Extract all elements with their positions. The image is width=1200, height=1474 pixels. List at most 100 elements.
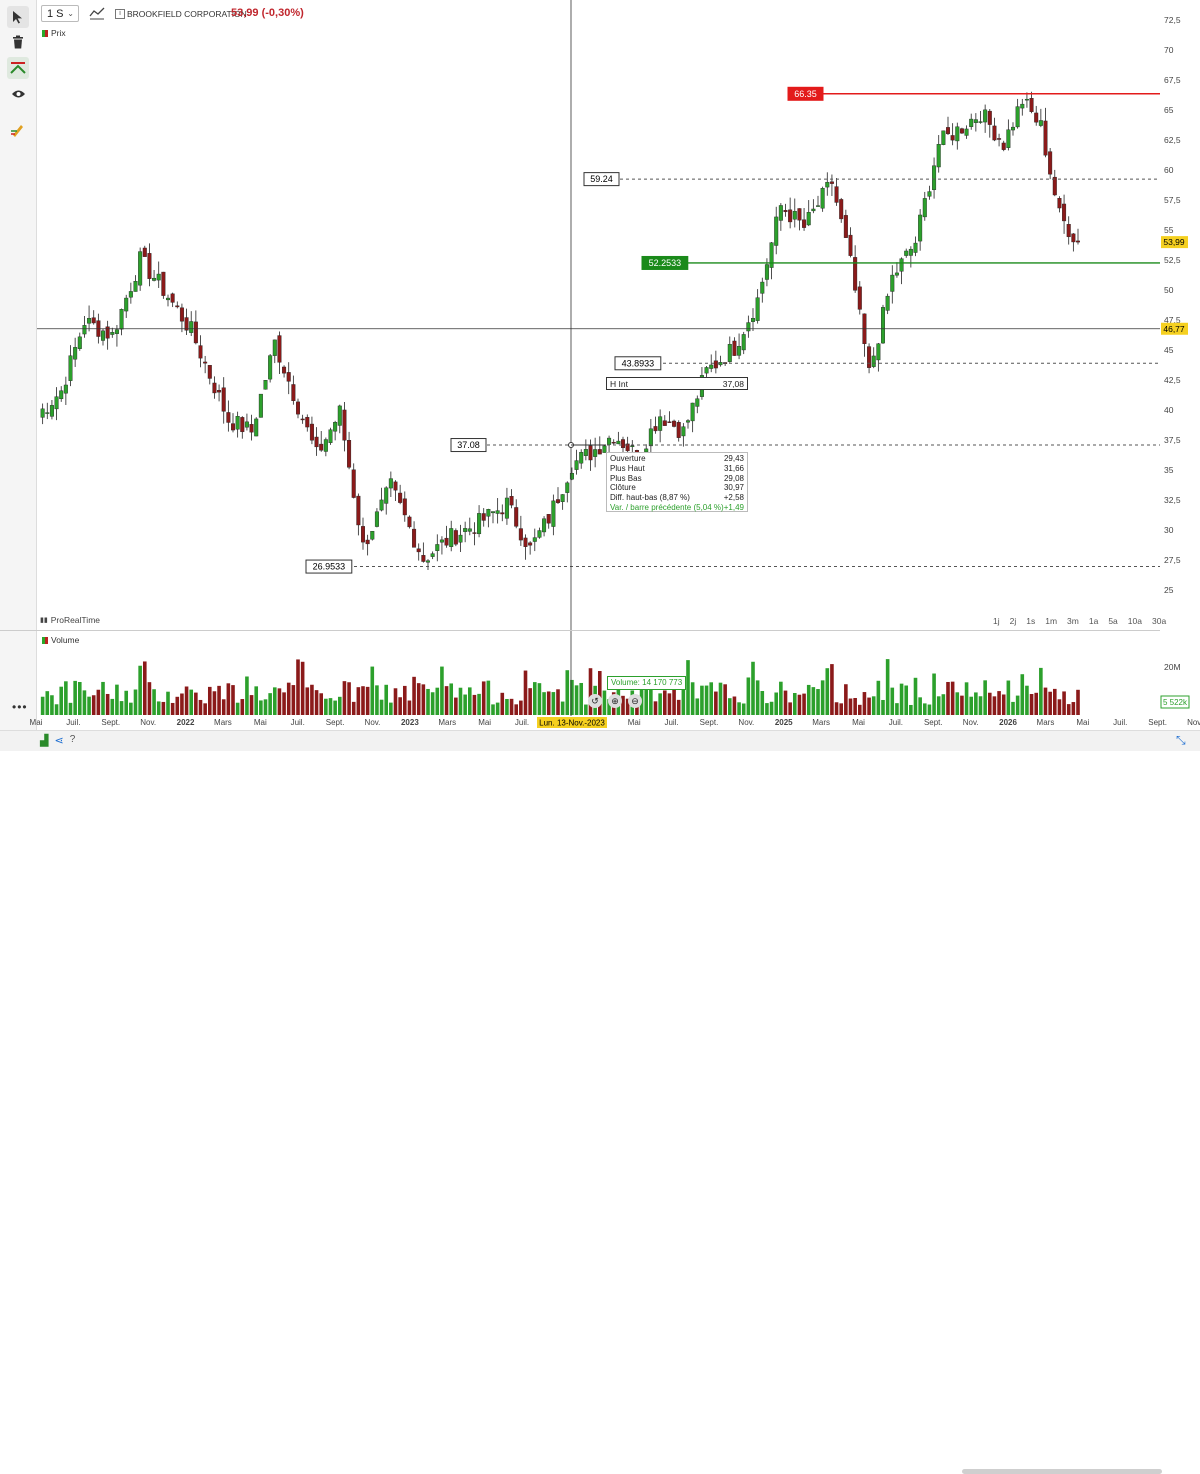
x-tick-label: Juil. <box>889 718 903 727</box>
candle-body <box>467 528 472 532</box>
trash-icon[interactable] <box>7 31 29 53</box>
candle-body <box>1015 106 1020 128</box>
indicator-icon[interactable]: ▟ <box>40 735 49 747</box>
candle-body <box>616 440 621 445</box>
cursor-icon[interactable] <box>7 6 29 28</box>
candle-body <box>217 390 222 393</box>
volume-bar <box>272 687 277 715</box>
candle-body <box>73 347 78 360</box>
period-button-3m[interactable]: 3m <box>1067 616 1079 626</box>
candle-body <box>843 215 848 238</box>
candle-body <box>1034 112 1039 123</box>
volume-bar <box>644 686 649 715</box>
volume-tag: Volume: 14 170 773 <box>607 676 687 690</box>
volume-bar <box>324 698 328 715</box>
info-icon[interactable]: i <box>115 9 125 19</box>
volume-bar <box>862 692 867 715</box>
volume-bar <box>486 680 491 715</box>
candle-body <box>741 334 746 351</box>
period-button-5a[interactable]: 5a <box>1108 616 1118 626</box>
period-button-10a[interactable]: 10a <box>1127 616 1142 626</box>
x-tick-label: Nov. <box>1187 718 1200 727</box>
x-tick-label: Juil. <box>291 718 305 727</box>
volume-bar <box>449 683 454 715</box>
candle-body <box>918 214 923 242</box>
period-button-1s[interactable]: 1s <box>1026 616 1036 626</box>
more-icon[interactable]: ••• <box>12 700 28 714</box>
volume-bar <box>198 699 203 715</box>
horizontal-scrollbar[interactable] <box>962 1469 1162 1474</box>
period-button-1m[interactable]: 1m <box>1045 616 1058 626</box>
price-chart[interactable]: 66.35 59.24 52.2533 43.8933 37.08 26.9533 25 2… <box>0 0 1200 750</box>
volume-bar <box>1066 704 1071 715</box>
volume-bar <box>142 661 147 715</box>
candle-body <box>788 209 793 223</box>
volume-bar <box>588 668 593 715</box>
candle-body <box>532 537 537 542</box>
timeframe-select[interactable]: 1 S ⌄ <box>41 5 79 22</box>
volume-bar <box>690 682 695 715</box>
period-button-1a[interactable]: 1a <box>1088 616 1099 626</box>
x-tick-label: 2022 <box>177 718 195 727</box>
candle-body <box>342 409 347 441</box>
candle-body <box>45 412 50 414</box>
help-icon[interactable]: ? <box>69 734 76 745</box>
volume-bar <box>871 696 876 715</box>
ohlc-label: Diff. haut-bas (8,87 %) <box>610 493 690 503</box>
candle-body <box>54 396 59 410</box>
eye-icon[interactable] <box>7 83 29 105</box>
panel-divider[interactable] <box>0 630 1160 631</box>
candle-body <box>272 339 277 356</box>
volume-bar <box>792 693 797 715</box>
chart-type-icon[interactable] <box>89 6 105 22</box>
candle-body <box>509 496 514 506</box>
volume-bar <box>987 692 992 715</box>
period-button-1j[interactable]: 1j <box>993 616 1000 626</box>
zoom-out-icon[interactable]: ⊖ <box>628 694 642 708</box>
reset-zoom-icon[interactable]: ↺ <box>588 694 602 708</box>
level-label: 43.8933 <box>622 358 655 368</box>
share-icon[interactable]: ⋖ <box>54 735 64 747</box>
candle-body <box>602 445 607 453</box>
candle-body <box>760 281 765 294</box>
y-tick-label: 45 <box>1164 345 1174 355</box>
candle-body <box>193 321 198 344</box>
candle-body <box>1029 98 1034 112</box>
volume-bar <box>992 696 997 715</box>
candle-body <box>825 181 830 188</box>
candle-body <box>583 449 588 456</box>
candle-body <box>764 264 769 280</box>
legend-swatch <box>42 29 48 37</box>
candle-body <box>59 390 64 400</box>
level-box <box>450 438 487 453</box>
candle-body <box>885 295 890 311</box>
x-tick-label: Mars <box>1037 718 1055 727</box>
volume-bar <box>166 691 170 715</box>
x-tick-label: Nov. <box>140 718 156 727</box>
candle-body <box>1001 142 1006 150</box>
candle-body <box>1020 103 1025 109</box>
volume-bar <box>96 689 101 715</box>
candle-body <box>890 274 895 292</box>
pencil-icon[interactable] <box>7 119 29 141</box>
trend-tool-icon[interactable] <box>7 57 29 79</box>
volume-bar <box>857 704 862 715</box>
zoom-in-icon[interactable]: ⊕ <box>608 694 622 708</box>
candle-body <box>207 365 212 379</box>
period-button-30a[interactable]: 30a <box>1151 616 1167 626</box>
volume-bar <box>389 702 393 715</box>
fit-view-icon[interactable]: ⤡ <box>1176 733 1186 747</box>
volume-bar <box>546 691 551 715</box>
period-button-2j[interactable]: 2j <box>1009 616 1017 626</box>
candle-body <box>453 530 458 545</box>
volume-bar <box>895 703 899 715</box>
candle-body <box>662 420 667 426</box>
volume-bar <box>570 679 574 715</box>
hline-tag[interactable]: H Int 37,08 <box>606 377 748 390</box>
candle-body <box>481 513 486 521</box>
volume-bar <box>1006 680 1011 715</box>
volume-bar <box>426 688 430 715</box>
x-tick-label: Sept. <box>924 718 943 727</box>
candle-body <box>1071 233 1076 243</box>
candle-body <box>946 127 951 135</box>
